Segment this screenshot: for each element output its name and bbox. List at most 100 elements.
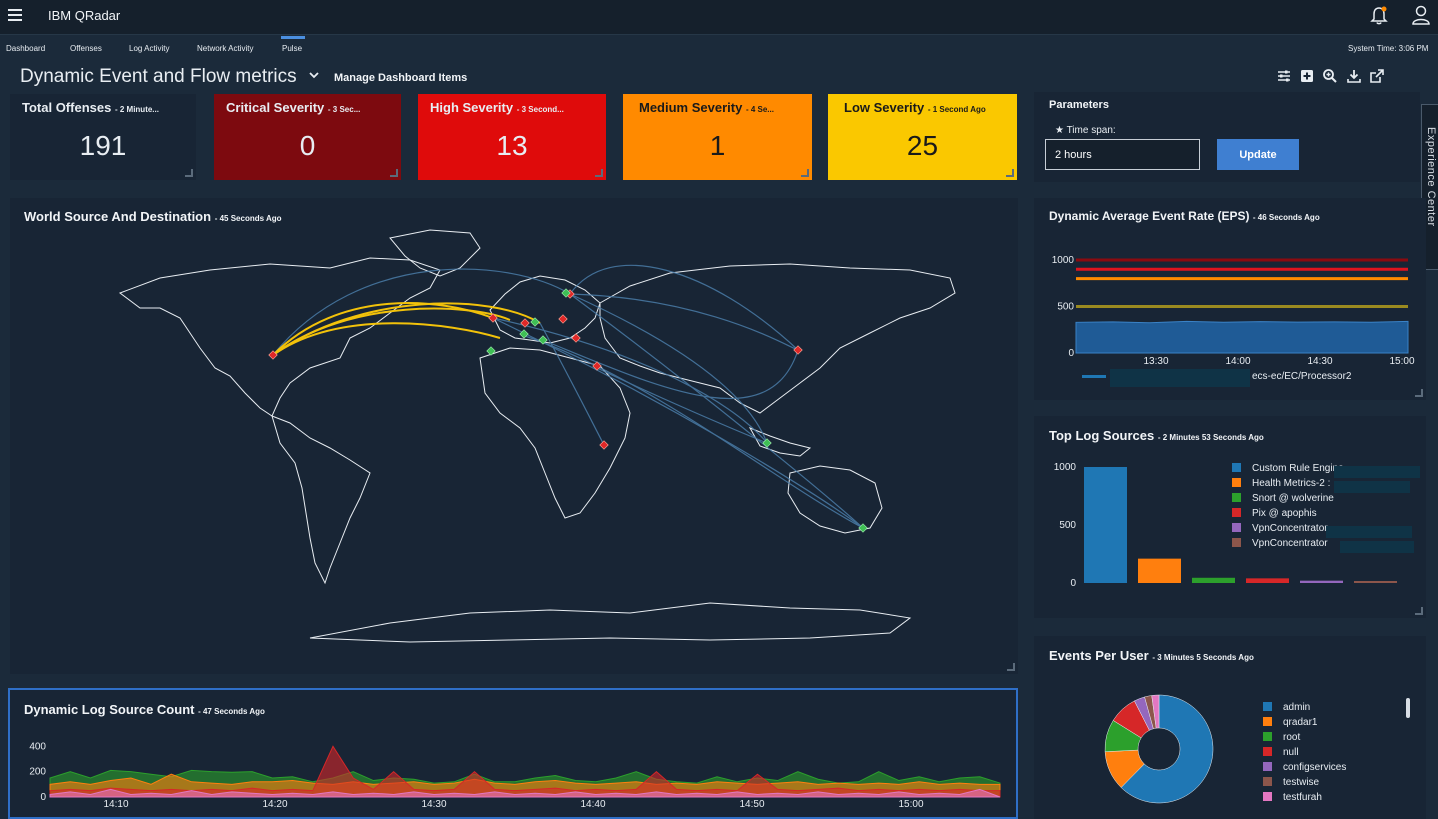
africa-outline xyxy=(479,347,631,519)
pie-slice xyxy=(1151,694,1160,729)
panel-title: World Source And Destination xyxy=(24,209,212,224)
se-asia-outline xyxy=(748,427,812,457)
card-low-severity[interactable]: Low Severity - 1 Second Ago 25 xyxy=(828,94,1017,180)
add-icon[interactable] xyxy=(1299,68,1315,84)
manage-dashboard-items-link[interactable]: Manage Dashboard Items xyxy=(334,72,468,84)
source-markers xyxy=(268,289,803,450)
legend-swatch xyxy=(1232,523,1241,532)
resize-handle[interactable] xyxy=(801,169,809,177)
asia-outline xyxy=(599,263,956,414)
zoom-in-icon[interactable] xyxy=(1322,68,1338,84)
y-tick-label: 1000 xyxy=(1052,255,1075,266)
resize-handle[interactable] xyxy=(1415,607,1423,615)
x-tick-label: 15:00 xyxy=(898,799,923,810)
panel-title: Top Log Sources xyxy=(1049,428,1155,443)
flow-arc xyxy=(549,342,799,400)
card-total-offenses[interactable]: Total Offenses - 2 Minute... 191 xyxy=(10,94,196,180)
bar xyxy=(1192,577,1235,583)
destination-marker xyxy=(530,317,540,327)
resize-handle[interactable] xyxy=(1006,169,1014,177)
panel-age: - 45 Seconds Ago xyxy=(214,214,282,223)
card-value: 0 xyxy=(299,130,316,161)
legend-swatch xyxy=(1232,478,1241,487)
legend-scrollbar xyxy=(1406,698,1410,718)
log-source-count-panel[interactable]: Dynamic Log Source Count - 47 Seconds Ag… xyxy=(8,688,1018,819)
y-tick-label: 0 xyxy=(40,792,46,803)
eps-chart[interactable]: 0 500 1000 13:30 14:00 14:30 15:00 xyxy=(1034,198,1426,400)
australia-outline xyxy=(787,465,883,534)
flow-arc xyxy=(272,268,571,356)
panel-title: Dynamic Log Source Count xyxy=(24,702,195,717)
bar xyxy=(1300,580,1343,583)
tab-network-activity[interactable]: Network Activity xyxy=(197,44,254,53)
card-title: Medium Severity xyxy=(639,100,743,115)
highlight-arc xyxy=(272,302,541,356)
legend-redacted xyxy=(1334,481,1410,493)
time-span-input[interactable] xyxy=(1045,139,1200,170)
card-critical-severity[interactable]: Critical Severity - 3 Sec... 0 xyxy=(214,94,401,180)
flow-arcs xyxy=(272,264,864,529)
panel-title: Events Per User xyxy=(1049,648,1149,663)
south-america-outline xyxy=(271,415,371,585)
destination-marker xyxy=(561,288,571,298)
events-per-user-chart[interactable]: admin qradar1 root null configservices testwi… xyxy=(1034,636,1426,819)
chevron-down-icon[interactable] xyxy=(308,70,320,80)
y-tick-label: 500 xyxy=(1059,520,1076,531)
bar xyxy=(1084,467,1127,583)
pie-slice xyxy=(1120,694,1214,804)
sliders-icon[interactable] xyxy=(1276,68,1292,84)
flow-arc xyxy=(569,293,864,529)
destination-markers xyxy=(486,288,868,533)
destination-marker xyxy=(519,329,529,339)
open-external-icon[interactable] xyxy=(1369,68,1385,84)
source-marker xyxy=(592,361,602,371)
bell-icon[interactable] xyxy=(1368,4,1390,26)
parameters-title: Parameters xyxy=(1049,99,1109,111)
download-icon[interactable] xyxy=(1346,68,1362,84)
top-log-sources-chart[interactable]: 0 500 1000 Custom Rule Engine- Health Metric… xyxy=(1034,416,1426,618)
eps-legend-label: ecs-ec/EC/Processor2 xyxy=(1252,371,1352,382)
update-button[interactable]: Update xyxy=(1217,139,1299,170)
tab-offenses[interactable]: Offenses xyxy=(70,44,102,53)
resize-handle[interactable] xyxy=(390,169,398,177)
greenland-outline xyxy=(389,229,481,277)
experience-center-label: Experience Center xyxy=(1425,127,1437,227)
card-high-severity[interactable]: High Severity - 3 Second... 13 xyxy=(418,94,606,180)
log-source-count-chart[interactable]: 0 200 400 14:10 14:20 14:30 14:40 14:50 15:00 xyxy=(10,690,1016,817)
card-value: 13 xyxy=(496,130,528,161)
source-marker xyxy=(599,440,609,450)
user-icon[interactable] xyxy=(1410,4,1432,26)
world-map[interactable] xyxy=(10,198,1018,674)
card-medium-severity[interactable]: Medium Severity - 4 Se... 1 xyxy=(623,94,812,180)
top-header xyxy=(0,0,1438,35)
card-value: 1 xyxy=(709,130,726,161)
legend-swatch xyxy=(1263,777,1272,786)
tab-log-activity[interactable]: Log Activity xyxy=(129,44,170,53)
tab-dashboard[interactable]: Dashboard xyxy=(6,44,46,53)
panel-age: - 2 Minutes 53 Seconds Ago xyxy=(1157,433,1264,442)
x-tick-label: 14:30 xyxy=(1307,356,1332,367)
legend-swatch xyxy=(1232,493,1241,502)
legend-swatch xyxy=(1232,508,1241,517)
events-per-user-panel: Events Per User - 3 Minutes 5 Seconds Ag… xyxy=(1034,636,1426,819)
resize-handle[interactable] xyxy=(185,169,193,177)
series-area xyxy=(49,788,1001,798)
legend-label: VpnConcentrator xyxy=(1252,523,1328,534)
card-age: - 3 Second... xyxy=(516,105,564,114)
legend-swatch xyxy=(1263,702,1272,711)
resize-handle[interactable] xyxy=(1415,389,1423,397)
card-title: Low Severity xyxy=(844,100,925,115)
menu-icon[interactable] xyxy=(8,7,22,21)
source-marker xyxy=(571,333,581,343)
dashboard-title[interactable]: Dynamic Event and Flow metrics xyxy=(20,66,297,87)
resize-handle[interactable] xyxy=(595,169,603,177)
legend-label: Snort @ wolverine xyxy=(1252,493,1334,504)
flow-arc xyxy=(492,317,864,529)
tab-pulse[interactable]: Pulse xyxy=(282,44,303,53)
x-tick-label: 14:20 xyxy=(262,799,287,810)
resize-handle[interactable] xyxy=(1007,663,1015,671)
flow-arc xyxy=(596,367,768,444)
destination-marker xyxy=(858,523,868,533)
destination-marker xyxy=(486,346,496,356)
system-time: System Time: 3:06 PM xyxy=(1348,44,1429,53)
